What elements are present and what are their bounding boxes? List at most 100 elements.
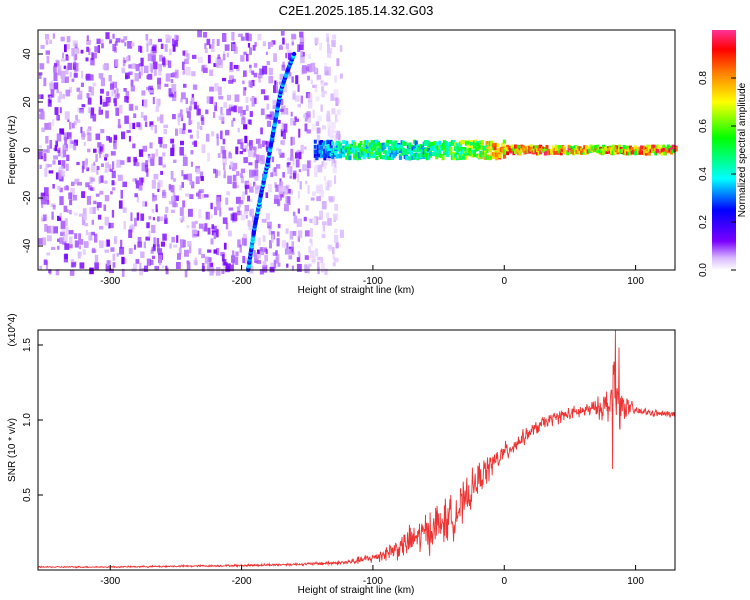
noise-cell — [40, 196, 46, 205]
band-cell — [433, 141, 437, 145]
noise-cell — [307, 63, 312, 73]
noise-cell — [128, 64, 132, 69]
band-cell — [592, 147, 596, 152]
band-cell — [320, 149, 324, 154]
spectrogram-y-tick-label: 20 — [22, 96, 33, 108]
noise-cell — [121, 131, 126, 140]
band-cell — [647, 146, 651, 151]
noise-cell — [81, 216, 86, 226]
noise-cell — [144, 201, 148, 207]
noise-cell — [46, 200, 50, 205]
noise-cell — [333, 130, 338, 134]
noise-cell — [248, 162, 253, 166]
noise-cell — [72, 40, 78, 47]
band-cell — [345, 155, 349, 160]
band-cell — [526, 145, 530, 150]
noise-cell — [317, 261, 320, 271]
noise-cell — [88, 232, 92, 241]
noise-cell — [62, 234, 68, 242]
band-cell — [589, 147, 593, 152]
noise-cell — [249, 186, 254, 193]
band-cell — [616, 146, 620, 151]
noise-cell — [140, 57, 144, 67]
noise-cell — [273, 259, 277, 269]
noise-cell — [127, 156, 131, 163]
noise-cell — [177, 113, 181, 118]
noise-cell — [196, 192, 200, 197]
noise-cell — [63, 65, 66, 70]
band-cell — [324, 153, 328, 158]
noise-cell — [242, 191, 245, 201]
band-cell — [346, 152, 350, 157]
band-cell — [584, 145, 588, 150]
noise-cell — [64, 218, 68, 226]
noise-cell — [38, 94, 41, 100]
noise-cell — [277, 223, 281, 229]
noise-cell — [265, 114, 271, 120]
noise-cell — [53, 63, 57, 67]
noise-cell — [190, 150, 194, 155]
band-cell — [375, 142, 379, 147]
band-cell — [345, 142, 349, 147]
band-cell — [523, 150, 527, 155]
band-cell — [490, 154, 494, 159]
band-cell — [591, 148, 595, 153]
noise-cell — [96, 165, 100, 170]
band-cell — [421, 152, 424, 157]
noise-cell — [158, 180, 163, 187]
spectrogram-y-tick-label: 0 — [22, 147, 33, 153]
band-cell — [351, 140, 355, 145]
noise-cell — [223, 265, 226, 269]
noise-cell — [240, 142, 244, 150]
band-cell — [356, 147, 360, 152]
noise-cell — [96, 169, 99, 175]
noise-cell — [71, 78, 75, 82]
band-cell — [365, 153, 369, 158]
noise-cell — [211, 226, 215, 232]
noise-cell — [139, 267, 143, 276]
noise-cell — [284, 203, 289, 212]
spectrogram-x-tick-label: 0 — [501, 276, 507, 287]
noise-cell — [307, 75, 310, 81]
noise-cell — [86, 167, 90, 172]
noise-cell — [69, 86, 72, 93]
noise-cell — [123, 36, 128, 41]
noise-cell — [197, 121, 201, 130]
noise-cell — [225, 197, 229, 205]
noise-cell — [189, 180, 193, 185]
band-cell — [550, 149, 554, 153]
noise-cell — [74, 62, 79, 72]
noise-cell — [252, 44, 256, 51]
band-cell — [619, 150, 623, 155]
noise-cell — [86, 93, 90, 98]
noise-cell — [268, 67, 273, 76]
noise-cell — [254, 160, 259, 169]
noise-cell — [304, 264, 308, 272]
noise-cell — [242, 80, 245, 85]
noise-cell — [251, 70, 255, 75]
noise-cell — [157, 216, 160, 222]
noise-cell — [46, 55, 50, 64]
noise-cell — [220, 130, 223, 140]
noise-cell — [64, 186, 69, 191]
noise-cell — [245, 257, 248, 264]
noise-cell — [265, 213, 270, 221]
noise-cell — [222, 138, 226, 145]
noise-cell — [58, 160, 61, 165]
band-cell — [518, 150, 522, 155]
band-cell — [559, 148, 563, 153]
band-cell — [632, 150, 636, 155]
noise-cell — [149, 89, 154, 94]
noise-cell — [94, 46, 98, 53]
band-cell — [321, 150, 325, 155]
band-cell — [357, 154, 361, 159]
band-cell — [405, 149, 409, 153]
noise-cell — [112, 262, 116, 268]
noise-cell — [274, 172, 277, 176]
band-cell — [477, 154, 481, 159]
noise-cell — [240, 168, 246, 173]
band-cell — [485, 155, 489, 160]
noise-cell — [92, 113, 97, 122]
noise-cell — [176, 235, 179, 243]
